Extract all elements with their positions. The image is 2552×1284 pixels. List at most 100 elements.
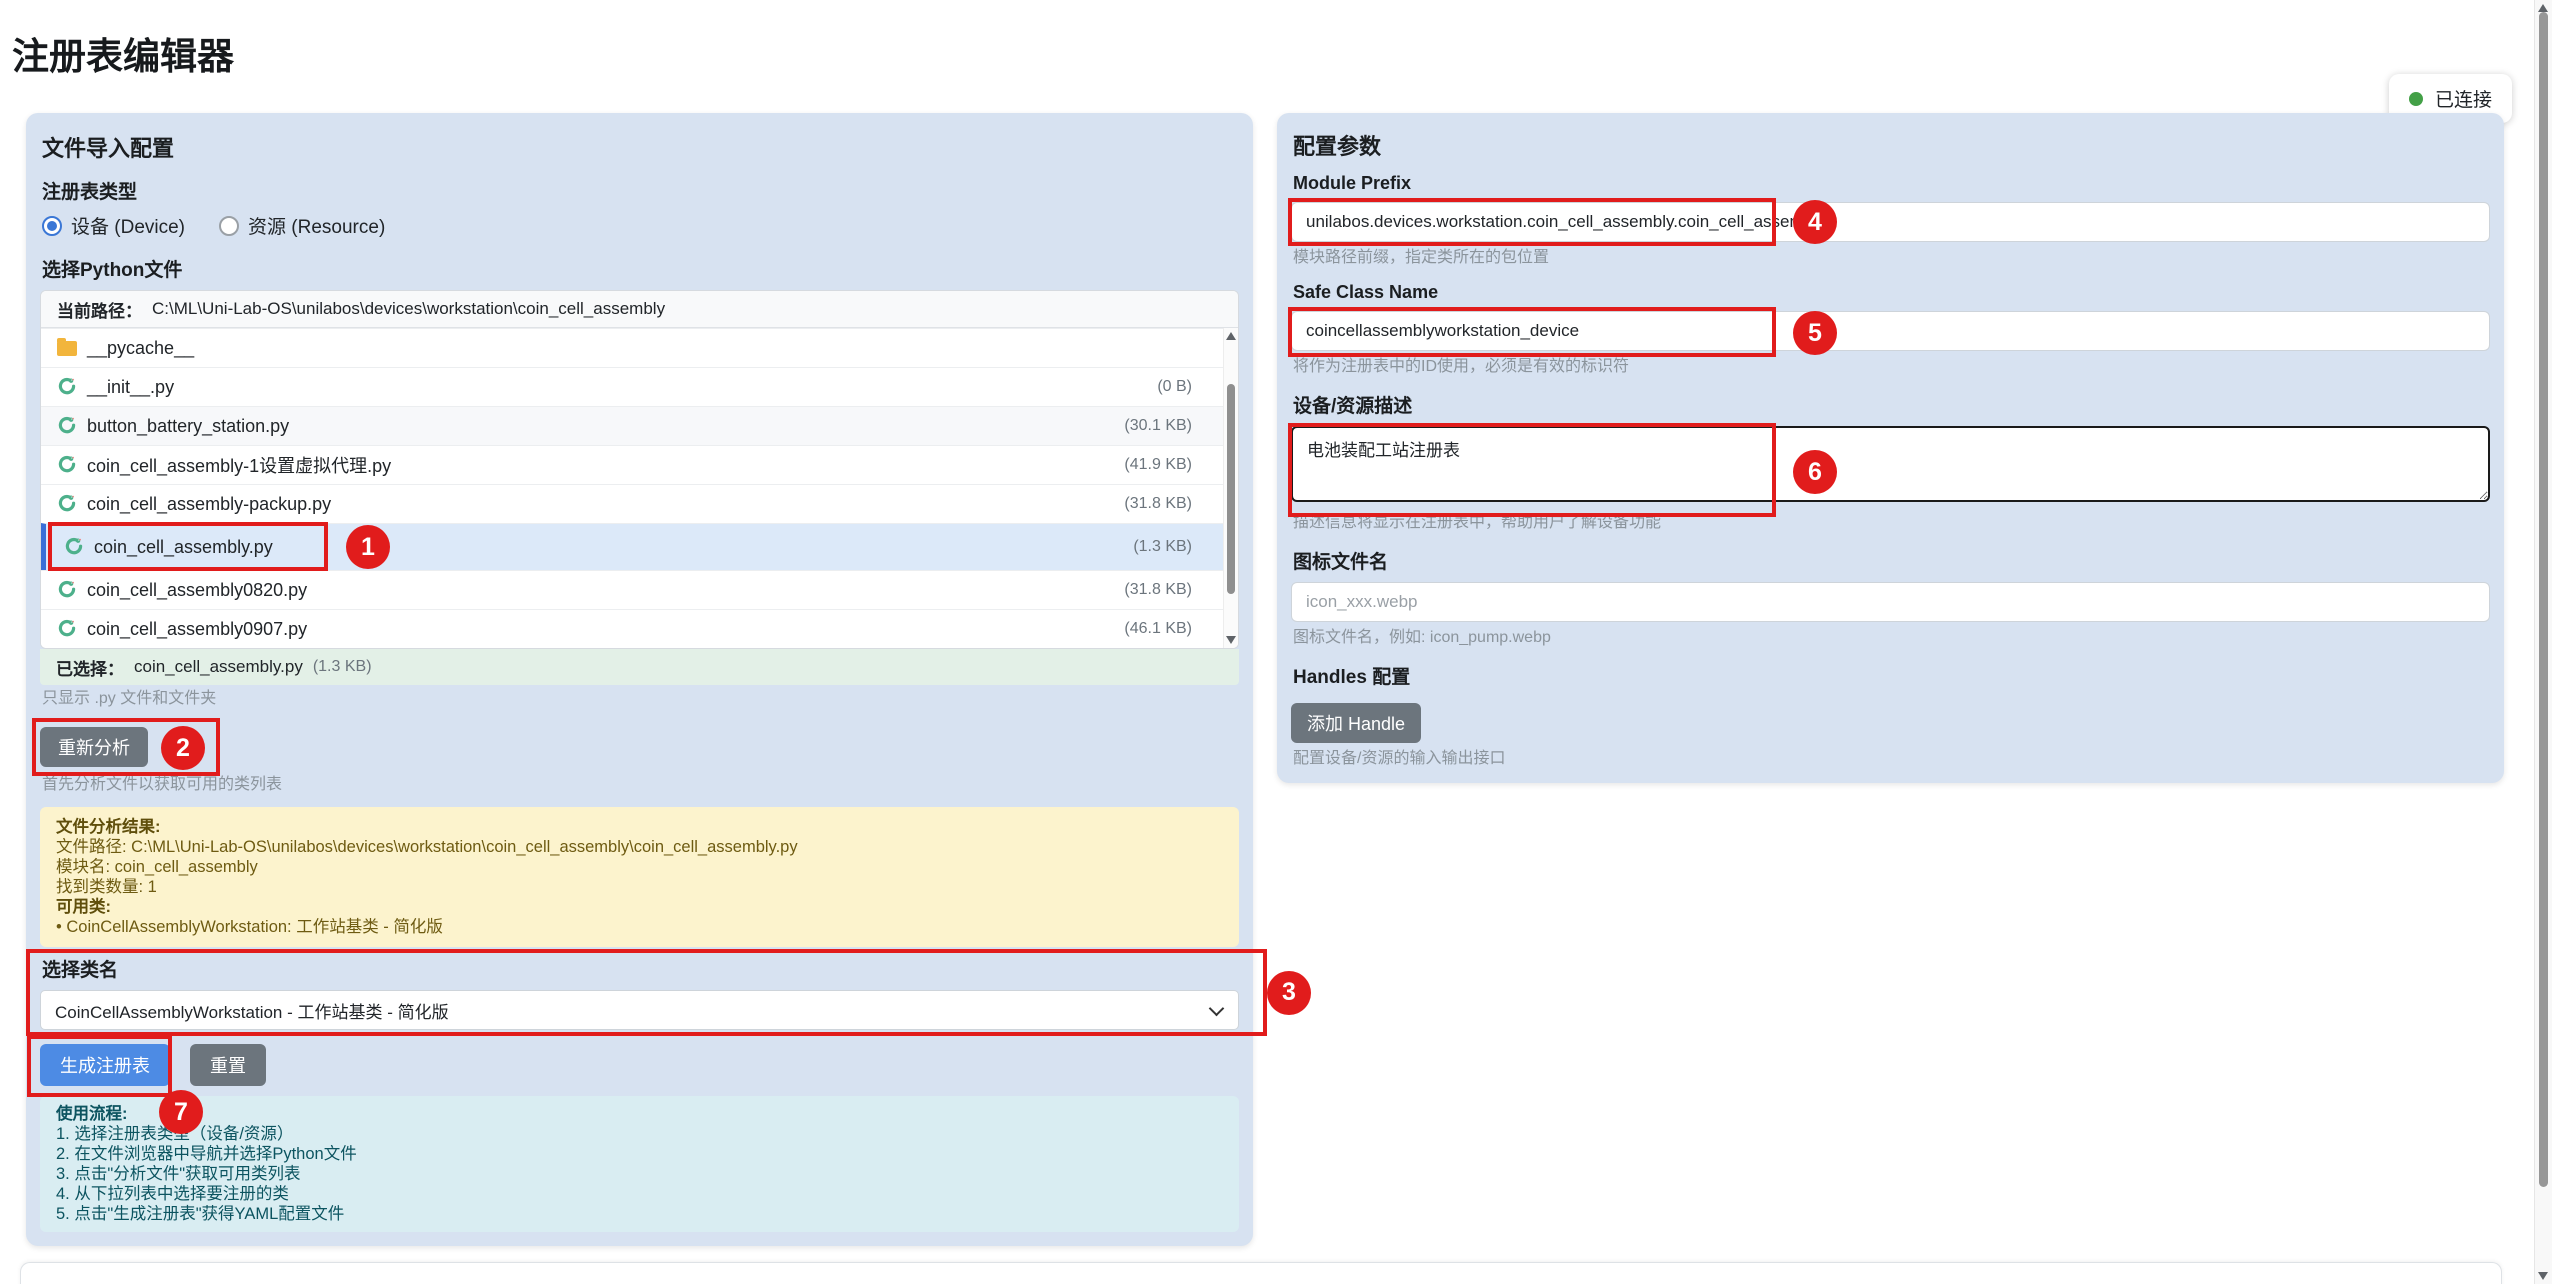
select-python-file-label: 选择Python文件 — [42, 260, 183, 281]
filter-hint: 只显示 .py 文件和文件夹 — [42, 690, 217, 707]
usage-step: 1. 选择注册表类型（设备/资源） — [56, 1125, 294, 1143]
file-row[interactable]: button_battery_station.py (30.1 KB) — [41, 406, 1238, 445]
current-path-value: C:\ML\Uni-Lab-OS\unilabos\devices\workst… — [152, 299, 666, 318]
module-prefix-hint: 模块路径前缀，指定类所在的包位置 — [1293, 249, 1550, 266]
usage-step: 5. 点击"生成注册表"获得YAML配置文件 — [56, 1205, 345, 1223]
generate-registry-button[interactable]: 生成注册表 — [40, 1044, 170, 1086]
annotation-badge-2: 2 — [161, 726, 205, 770]
file-name: coin_cell_assembly0907.py — [87, 618, 308, 639]
config-params-panel: 配置参数 Module Prefix 4 模块路径前缀，指定类所在的包位置 Sa… — [1277, 113, 2504, 783]
file-name: coin_cell_assembly0820.py — [87, 579, 308, 600]
module-prefix-wrapper: 4 — [1288, 198, 2490, 246]
file-name: button_battery_station.py — [87, 415, 290, 436]
folder-icon — [57, 337, 77, 356]
handles-group: Handles 配置 添加 Handle 配置设备/资源的输入输出接口 — [1291, 662, 2490, 769]
usage-title: 使用流程: — [56, 1105, 128, 1123]
radio-unselected-icon — [219, 215, 240, 236]
description-label: 设备/资源描述 — [1293, 396, 1413, 417]
file-size: (31.8 KB) — [1124, 495, 1192, 512]
safe-class-name-input[interactable] — [1291, 311, 2490, 351]
python-file-icon — [58, 580, 76, 598]
page-title: 注册表编辑器 — [12, 36, 234, 77]
file-browser: 当前路径： C:\ML\Uni-Lab-OS\unilabos\devices\… — [40, 290, 1239, 649]
usage-step: 2. 在文件浏览器中导航并选择Python文件 — [56, 1145, 357, 1163]
file-row[interactable]: coin_cell_assembly-packup.py (31.8 KB) — [41, 484, 1238, 523]
description-textarea[interactable]: 电池装配工站注册表 — [1291, 426, 2490, 502]
module-prefix-input[interactable] — [1291, 202, 2490, 242]
python-file-icon — [58, 416, 76, 434]
analyze-hint: 首先分析文件以获取可用的类列表 — [42, 776, 283, 793]
icon-file-hint: 图标文件名，例如: icon_pump.webp — [1293, 629, 1551, 646]
usage-step: 4. 从下拉列表中选择要注册的类 — [56, 1185, 289, 1203]
selected-file-size: (1.3 KB) — [312, 658, 372, 675]
selected-file-bar: 已选择： coin_cell_assembly.py (1.3 KB) — [40, 649, 1239, 685]
registry-type-label: 注册表类型 — [42, 182, 138, 203]
usage-step: 3. 点击"分析文件"获取可用类列表 — [56, 1165, 301, 1183]
bottom-panel — [20, 1262, 2502, 1284]
file-row[interactable]: __init__.py (0 B) — [41, 367, 1238, 406]
file-list-scrollbar[interactable] — [1223, 328, 1238, 648]
description-wrapper: 电池装配工站注册表 6 — [1288, 423, 2490, 517]
file-name: __pycache__ — [87, 337, 195, 358]
file-row-selected[interactable]: coin_cell_assembly.py (1.3 KB) 1 — [41, 522, 1238, 571]
page-scroll-down-icon[interactable] — [2538, 1272, 2548, 1280]
python-file-icon — [58, 494, 76, 512]
file-row[interactable]: coin_cell_assembly0820.py (31.8 KB) — [41, 570, 1238, 609]
connection-status-label: 已连接 — [2434, 90, 2492, 111]
annotation-badge-1: 1 — [346, 525, 390, 569]
class-select-group: 选择类名 CoinCellAssemblyWorkstation - 工作站基类… — [26, 949, 1311, 1036]
usage-instructions-box: 使用流程: 1. 选择注册表类型（设备/资源） 2. 在文件浏览器中导航并选择P… — [40, 1096, 1239, 1232]
current-path-label: 当前路径： — [57, 301, 142, 321]
action-button-row: 生成注册表 7 重置 — [27, 1035, 1239, 1134]
radio-selected-icon — [42, 215, 62, 236]
class-select-dropdown[interactable]: CoinCellAssemblyWorkstation - 工作站基类 - 简化… — [40, 990, 1239, 1030]
description-hint: 描述信息将显示在注册表中，帮助用户了解设备功能 — [1293, 514, 1662, 531]
python-file-icon — [58, 619, 76, 637]
current-path-bar: 当前路径： C:\ML\Uni-Lab-OS\unilabos\devices\… — [41, 291, 1238, 328]
connected-dot-icon — [2408, 91, 2423, 106]
safe-class-name-group: Safe Class Name 5 将作为注册表中的ID使用，必须是有效的标识符 — [1288, 282, 2490, 377]
python-file-icon — [65, 537, 83, 555]
radio-device[interactable]: 设备 (Device) — [42, 212, 185, 239]
page-scrollbar[interactable] — [2534, 0, 2552, 1284]
file-row[interactable]: __pycache__ — [41, 328, 1238, 367]
selected-file-name: coin_cell_assembly.py — [134, 657, 303, 676]
add-handle-button[interactable]: 添加 Handle — [1291, 703, 1422, 743]
analysis-module-name: 模块名: coin_cell_assembly — [56, 858, 258, 876]
file-name: __init__.py — [87, 376, 175, 397]
analysis-title: 文件分析结果: — [56, 818, 161, 836]
file-row[interactable]: coin_cell_assembly-1设置虚拟代理.py (41.9 KB) — [41, 445, 1238, 484]
reanalyze-button[interactable]: 重新分析 — [40, 727, 148, 767]
page-scroll-up-icon[interactable] — [2538, 4, 2548, 12]
file-size: (1.3 KB) — [1133, 538, 1192, 555]
file-name: coin_cell_assembly.py — [94, 536, 273, 557]
file-import-title: 文件导入配置 — [42, 136, 175, 161]
scroll-up-icon[interactable] — [1226, 332, 1236, 340]
file-row[interactable]: coin_cell_assembly0907.py (46.1 KB) — [41, 609, 1238, 648]
registry-type-radio-group: 设备 (Device) 资源 (Resource) — [42, 212, 1239, 239]
python-file-icon — [58, 377, 76, 395]
scroll-down-icon[interactable] — [1226, 636, 1236, 644]
safe-class-name-wrapper: 5 — [1288, 307, 2490, 357]
selected-label: 已选择： — [56, 659, 124, 679]
radio-resource-label: 资源 (Resource) — [248, 217, 386, 238]
radio-resource[interactable]: 资源 (Resource) — [219, 212, 385, 239]
class-select-value: CoinCellAssemblyWorkstation - 工作站基类 - 简化… — [55, 1002, 449, 1022]
description-group: 设备/资源描述 电池装配工站注册表 6 描述信息将显示在注册表中，帮助用户了解设… — [1288, 391, 2490, 533]
page-scrollbar-thumb[interactable] — [2539, 12, 2548, 1187]
class-select-label: 选择类名 — [42, 960, 119, 981]
generate-wrapper: 生成注册表 7 — [27, 1035, 203, 1134]
reset-button[interactable]: 重置 — [190, 1044, 266, 1086]
analysis-result-box: 文件分析结果: 文件路径: C:\ML\Uni-Lab-OS\unilabos\… — [40, 807, 1239, 947]
python-file-icon — [58, 455, 76, 473]
file-size: (0 B) — [1157, 378, 1192, 395]
icon-file-input[interactable] — [1291, 582, 2490, 622]
annotation-badge-3: 3 — [1267, 970, 1311, 1015]
handles-hint: 配置设备/资源的输入输出接口 — [1293, 750, 1506, 767]
file-list-scrollbar-thumb[interactable] — [1227, 384, 1235, 594]
safe-class-name-hint: 将作为注册表中的ID使用，必须是有效的标识符 — [1293, 358, 1630, 375]
analysis-file-path: 文件路径: C:\ML\Uni-Lab-OS\unilabos\devices\… — [56, 838, 798, 856]
analysis-class-item: • CoinCellAssemblyWorkstation: 工作站基类 - 简… — [56, 918, 443, 936]
module-prefix-label: Module Prefix — [1293, 173, 1412, 193]
